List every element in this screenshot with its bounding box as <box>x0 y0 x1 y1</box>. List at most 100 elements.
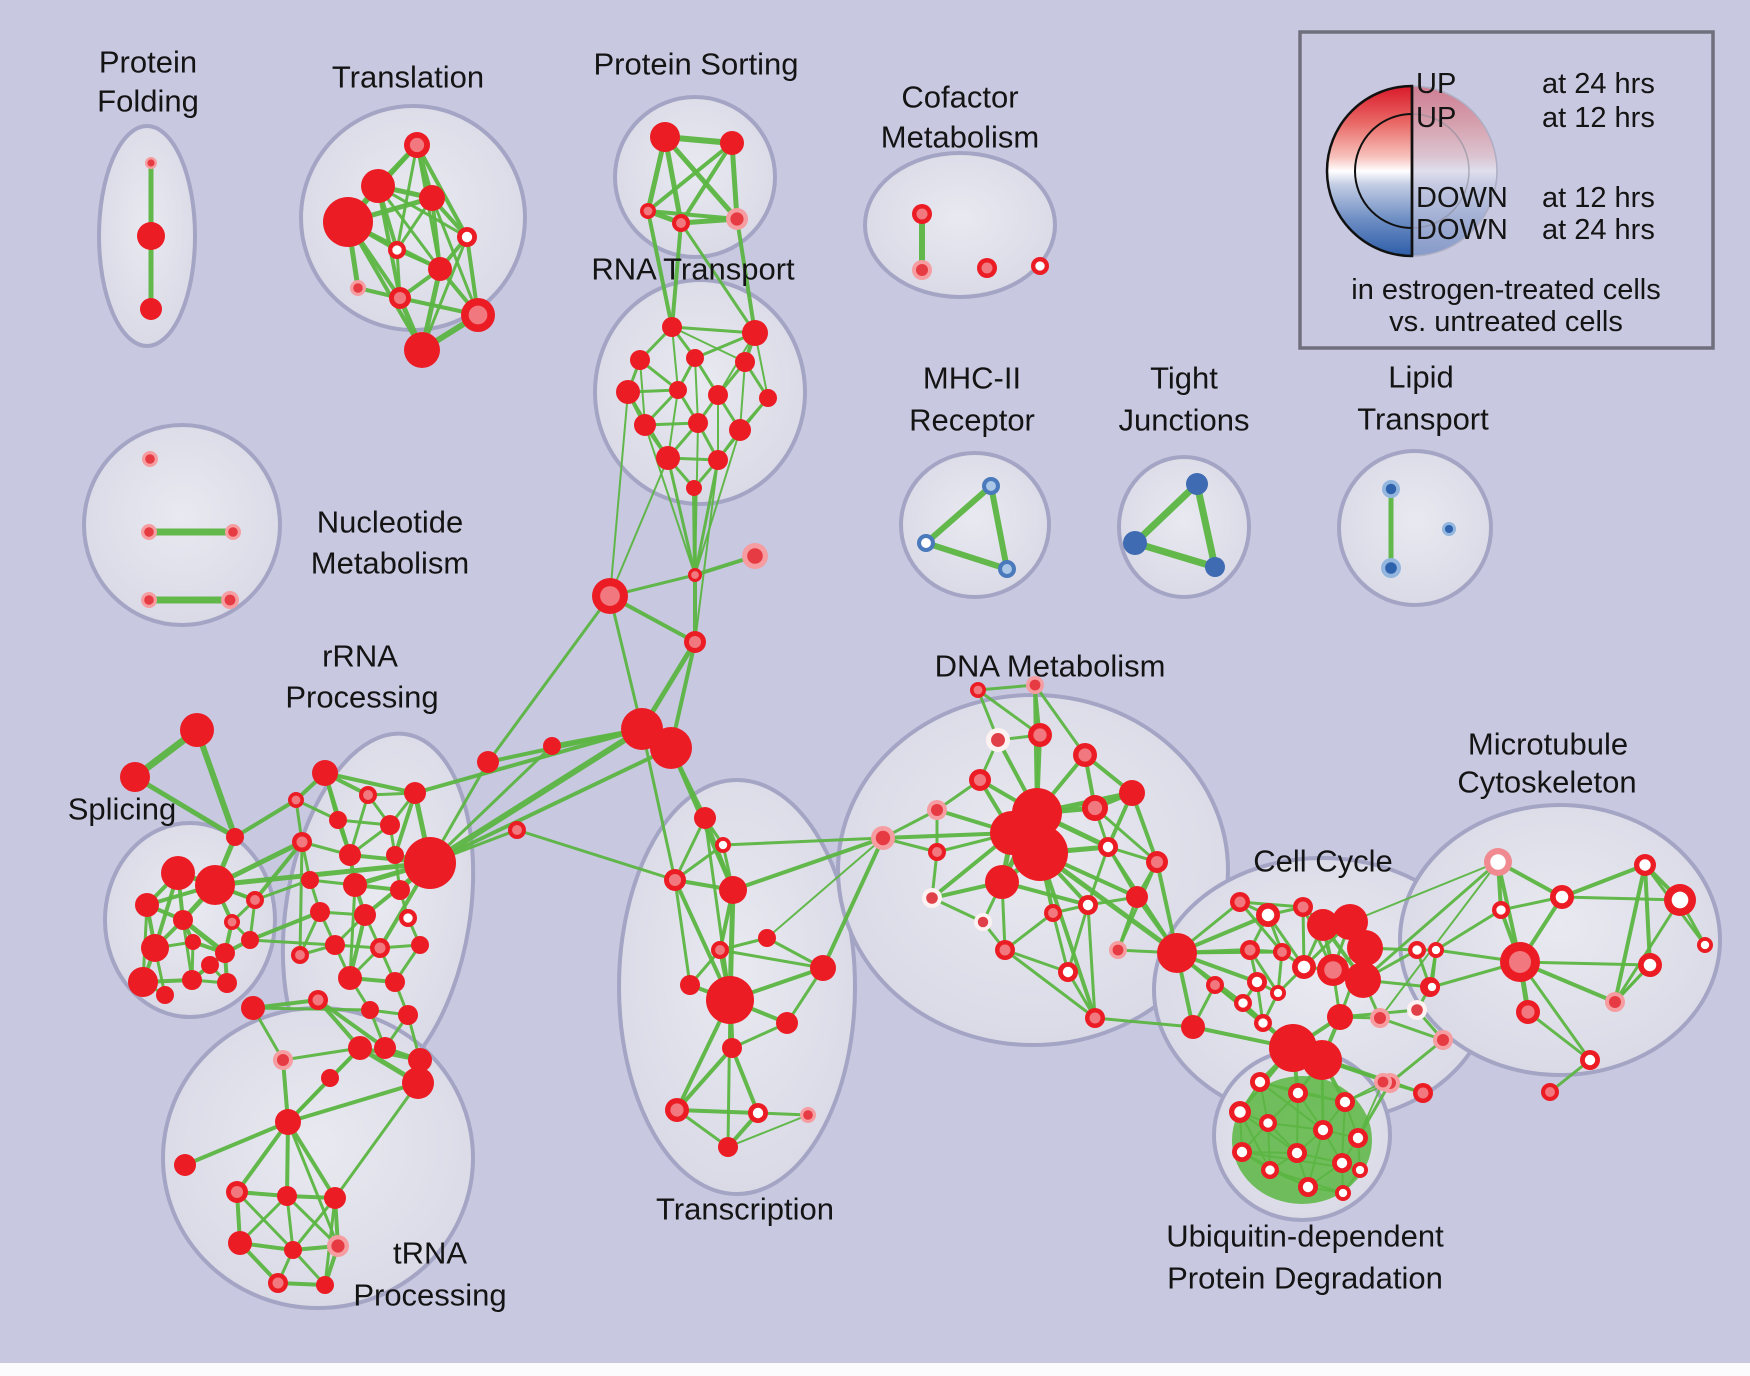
legend-inner-ring-strong <box>1354 113 1413 229</box>
cluster-label-protein-sorting: Protein Sorting <box>593 47 798 82</box>
gene-node-center <box>272 1277 284 1289</box>
network-edge <box>183 1120 290 1167</box>
gene-node-center <box>973 685 983 695</box>
gene-node-center <box>1317 1124 1329 1136</box>
gene-node <box>323 197 373 247</box>
gene-node-center <box>803 1110 813 1120</box>
gene-node-center <box>1254 1076 1266 1088</box>
gene-node-center <box>1609 996 1621 1008</box>
gene-node-center <box>1292 1087 1304 1099</box>
network-edge <box>640 727 677 882</box>
gene-node <box>137 222 165 250</box>
gene-node-center <box>916 208 928 220</box>
gene-node-center <box>668 873 682 887</box>
network-edge <box>286 1046 362 1124</box>
network-edge <box>727 1114 809 1148</box>
gene-node <box>1126 886 1148 908</box>
gene-node-center <box>991 733 1005 747</box>
network-edge <box>430 196 480 317</box>
nodes-layer <box>120 122 1713 1294</box>
network-edge <box>486 594 612 764</box>
gene-node-center <box>926 892 938 904</box>
gene-node <box>776 1012 798 1034</box>
gene-node-center <box>144 527 154 537</box>
gene-node-center <box>1427 982 1437 992</box>
gene-node <box>385 972 405 992</box>
gene-node-center <box>1385 483 1397 495</box>
gene-node-center <box>1374 1012 1386 1024</box>
gene-node <box>1307 909 1339 941</box>
network-edge <box>428 746 673 865</box>
gene-node-center <box>1210 980 1220 990</box>
legend-circle-faded-half <box>1411 85 1498 257</box>
gene-node <box>329 811 347 829</box>
gene-node <box>686 349 704 367</box>
gene-node-center <box>1411 1004 1423 1016</box>
network-edge <box>286 1081 420 1124</box>
network-edge <box>670 221 683 329</box>
cluster-label-translation: Translation <box>332 60 484 95</box>
gene-node-center <box>1509 951 1531 973</box>
network-edge <box>671 326 679 391</box>
gene-node <box>686 480 702 496</box>
network-edge <box>233 798 298 839</box>
gene-node <box>411 936 429 954</box>
network-edge <box>1003 911 1055 952</box>
cluster-label-nucleotide-metabolism: Nucleotide <box>317 505 463 540</box>
network-edge <box>248 910 322 942</box>
gene-node <box>402 1067 434 1099</box>
gene-node <box>217 973 237 993</box>
cluster-label-protein-folding: Protein <box>99 45 197 80</box>
gene-node-center <box>1291 1147 1303 1159</box>
gene-node <box>428 257 452 281</box>
gene-node-center <box>227 917 237 927</box>
gene-node <box>361 1001 379 1019</box>
gene-node-center <box>363 790 373 800</box>
gene-node-center <box>468 305 488 325</box>
gene-node <box>708 450 728 470</box>
network-edge <box>644 424 696 576</box>
gene-node-center <box>1150 855 1164 869</box>
network-edge <box>1003 948 1070 974</box>
gene-node-center <box>1082 899 1094 911</box>
gene-node <box>141 934 169 962</box>
gene-node <box>404 332 440 368</box>
network-edge <box>670 325 757 335</box>
network-edge <box>194 727 238 840</box>
gene-node-center <box>1339 1096 1351 1108</box>
gene-node-center <box>409 137 425 153</box>
gene-node-center <box>1112 944 1124 956</box>
legend-time-1: at 12 hrs <box>1542 102 1655 134</box>
network-edge <box>1033 683 1087 757</box>
gene-node-center <box>1236 1146 1248 1158</box>
network-edge <box>1038 851 1097 1020</box>
network-edge <box>420 235 469 352</box>
gene-node-center <box>144 595 154 605</box>
gene-node-center <box>1234 896 1246 908</box>
cluster-label-rna-transport: RNA Transport <box>591 252 795 287</box>
gene-node <box>180 713 214 747</box>
network-edge <box>515 828 677 882</box>
network-edge <box>1613 863 1647 1004</box>
gene-node <box>1181 1015 1205 1039</box>
network-edge <box>1518 960 1592 1062</box>
network-edge <box>675 1108 760 1115</box>
gene-node <box>1186 473 1208 495</box>
gene-node <box>1347 930 1383 966</box>
legend-time-3: at 24 hrs <box>1542 214 1655 246</box>
gene-node-center <box>1078 748 1092 762</box>
gene-node-center <box>1238 998 1248 1008</box>
network-edge <box>1086 845 1110 907</box>
gene-node <box>312 760 338 786</box>
gene-node <box>1157 933 1197 973</box>
network-edge <box>988 483 1010 572</box>
legend-inner-ring-faded <box>1411 113 1470 229</box>
gene-node-center <box>1029 679 1041 691</box>
gene-node <box>338 966 362 990</box>
gene-node <box>195 865 235 905</box>
network-edge <box>132 774 238 840</box>
gene-node-center <box>1258 1018 1268 1028</box>
gene-node-center <box>1102 841 1114 853</box>
gene-node-center <box>277 1054 289 1066</box>
